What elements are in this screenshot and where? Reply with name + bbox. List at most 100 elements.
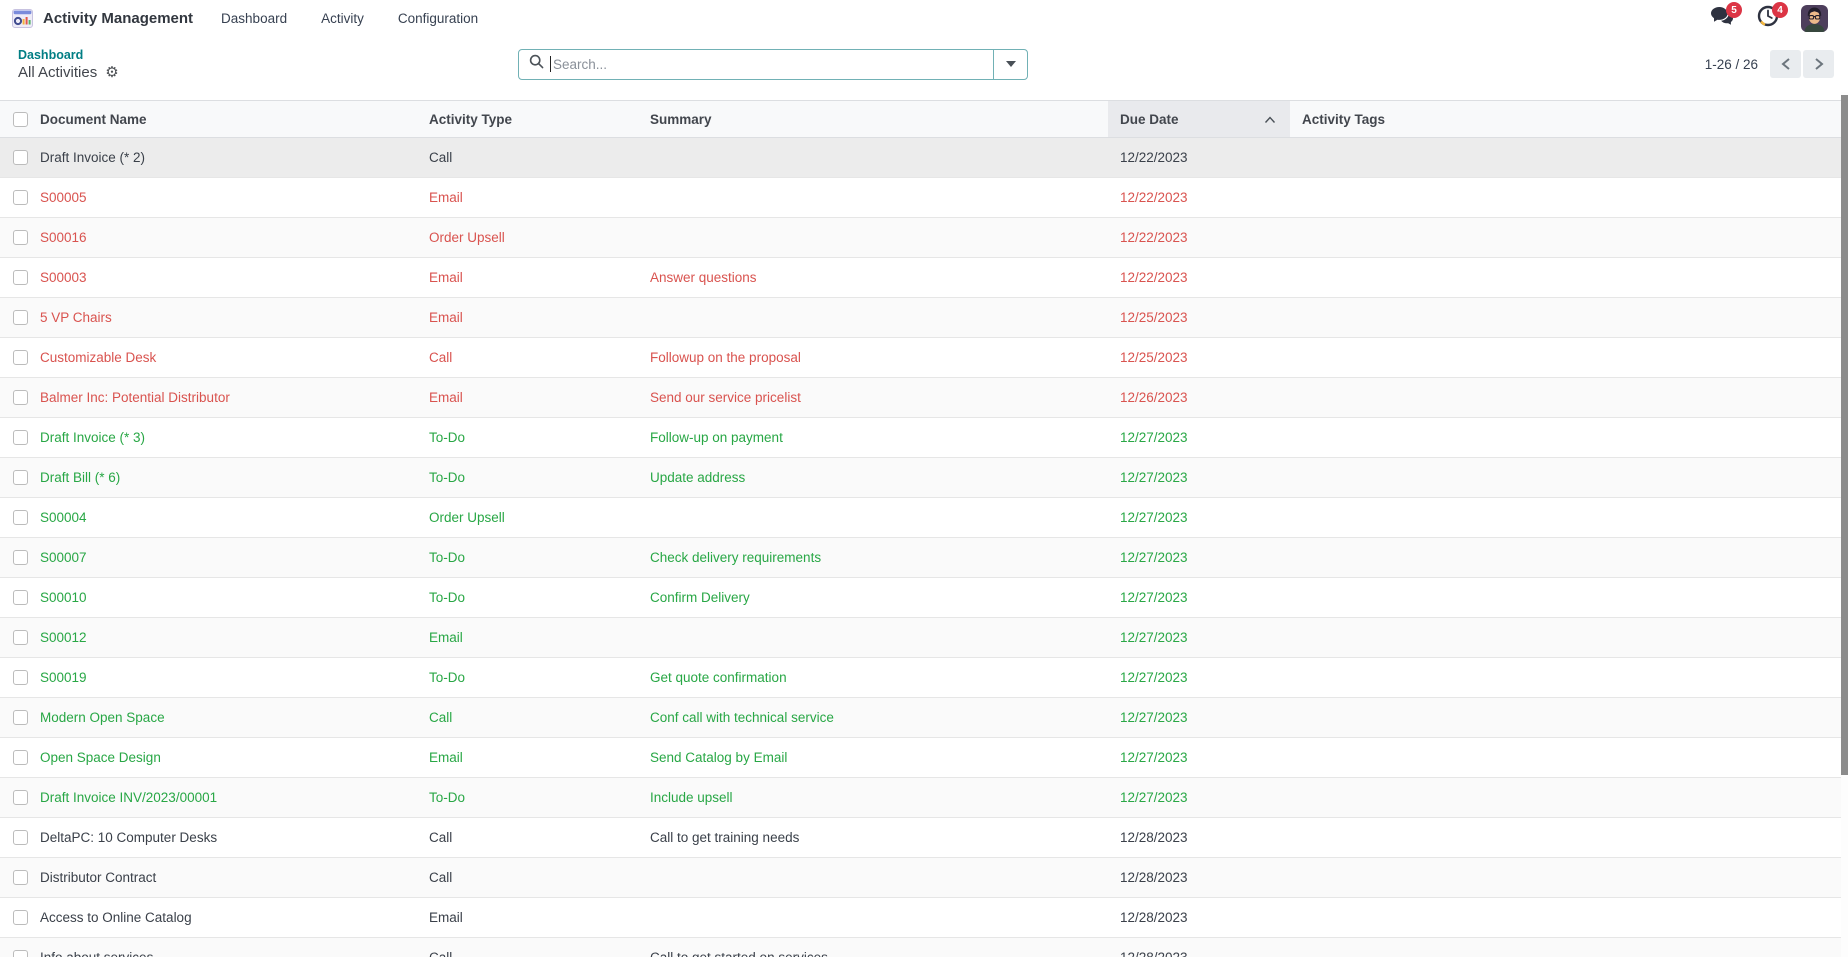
row-checkbox[interactable] xyxy=(12,590,28,605)
column-header-document-name[interactable]: Document Name xyxy=(40,111,147,127)
table-row[interactable]: 5 VP Chairs Email 12/25/2023 xyxy=(0,298,1848,338)
column-header-summary[interactable]: Summary xyxy=(650,111,712,127)
row-checkbox[interactable] xyxy=(12,230,28,245)
activities-badge: 4 xyxy=(1772,2,1788,18)
row-checkbox[interactable] xyxy=(12,670,28,685)
breadcrumb[interactable]: Dashboard xyxy=(18,47,84,62)
cell-summary: Conf call with technical service xyxy=(650,710,834,725)
activities-table: Document Name Activity Type Summary Due … xyxy=(0,100,1848,957)
table-row[interactable]: Distributor Contract Call 12/28/2023 xyxy=(0,858,1848,898)
pager-next-button[interactable] xyxy=(1803,50,1834,78)
menu-item-configuration[interactable]: Configuration xyxy=(397,10,479,26)
top-navbar: Activity Management Dashboard Activity Con… xyxy=(0,0,1848,36)
row-checkbox[interactable] xyxy=(12,750,28,765)
row-checkbox[interactable] xyxy=(12,150,28,165)
cell-due-date: 12/28/2023 xyxy=(1120,830,1188,845)
table-row[interactable]: S00016 Order Upsell 12/22/2023 xyxy=(0,218,1848,258)
cell-document-name: S00010 xyxy=(40,590,87,605)
cell-activity-type: Call xyxy=(429,950,650,957)
cell-activity-type: To-Do xyxy=(429,430,466,445)
row-checkbox[interactable] xyxy=(12,310,28,325)
row-checkbox[interactable] xyxy=(12,870,28,885)
row-checkbox[interactable] xyxy=(12,710,28,725)
column-header-activity-type[interactable]: Activity Type xyxy=(429,111,513,127)
pager-range: 1-26 / 26 xyxy=(1704,56,1758,72)
search-dropdown-button[interactable] xyxy=(993,49,1027,79)
table-row[interactable]: S00012 Email 12/27/2023 xyxy=(0,618,1848,658)
row-checkbox[interactable] xyxy=(12,190,28,205)
cell-document-name: Draft Invoice (* 3) xyxy=(40,430,146,445)
chevron-down-icon xyxy=(1005,61,1016,67)
table-row[interactable]: DeltaPC: 10 Computer Desks Call Call to … xyxy=(0,818,1848,858)
table-row[interactable]: S00019 To-Do Get quote confirmation 12/2… xyxy=(0,658,1848,698)
cell-activity-type: To-Do xyxy=(429,550,466,565)
table-row[interactable]: Customizable Desk Call Followup on the p… xyxy=(0,338,1848,378)
vertical-scrollbar[interactable] xyxy=(1841,92,1848,957)
cell-summary: Followup on the proposal xyxy=(650,350,801,365)
cell-document-name: S00007 xyxy=(40,550,87,565)
cell-activity-type: Email xyxy=(429,630,463,645)
user-avatar[interactable] xyxy=(1801,4,1828,32)
table-row[interactable]: S00010 To-Do Confirm Delivery 12/27/2023 xyxy=(0,578,1848,618)
table-row[interactable]: Draft Invoice INV/2023/00001 To-Do Inclu… xyxy=(0,778,1848,818)
cell-activity-type: To-Do xyxy=(429,590,466,605)
gear-icon[interactable]: ⚙ xyxy=(105,63,119,81)
cell-document-name: S00003 xyxy=(40,270,87,285)
table-row[interactable]: Balmer Inc: Potential Distributor Email … xyxy=(0,378,1848,418)
select-all-checkbox[interactable] xyxy=(12,111,28,127)
table-row[interactable]: S00007 To-Do Check delivery requirements… xyxy=(0,538,1848,578)
cell-activity-type: To-Do xyxy=(429,790,466,805)
cell-due-date: 12/27/2023 xyxy=(1120,550,1188,565)
row-checkbox[interactable] xyxy=(12,270,28,285)
table-row[interactable]: Draft Invoice (* 2) Call 12/22/2023 xyxy=(0,138,1848,178)
cell-document-name: S00016 xyxy=(40,230,87,245)
cell-document-name: Customizable Desk xyxy=(40,350,157,365)
cell-activity-type: Email xyxy=(429,750,463,765)
row-checkbox[interactable] xyxy=(12,430,28,445)
cell-due-date: 12/27/2023 xyxy=(1120,470,1188,485)
row-checkbox[interactable] xyxy=(12,950,28,957)
search-input[interactable] xyxy=(553,49,993,79)
table-row[interactable]: Draft Invoice (* 3) To-Do Follow-up on p… xyxy=(0,418,1848,458)
row-checkbox[interactable] xyxy=(12,550,28,565)
row-checkbox[interactable] xyxy=(12,350,28,365)
column-header-due-date[interactable]: Due Date xyxy=(1108,101,1290,137)
activities-button[interactable]: 4 xyxy=(1755,2,1788,30)
pager-previous-button[interactable] xyxy=(1770,50,1801,78)
row-checkbox[interactable] xyxy=(12,470,28,485)
cell-due-date: 12/22/2023 xyxy=(1120,270,1188,285)
cell-activity-type: Email xyxy=(429,910,463,925)
cell-due-date: 12/27/2023 xyxy=(1120,790,1188,805)
search-bar xyxy=(518,48,1028,80)
row-checkbox[interactable] xyxy=(12,390,28,405)
table-row[interactable]: Draft Bill (* 6) To-Do Update address 12… xyxy=(0,458,1848,498)
cell-document-name: Draft Invoice (* 2) xyxy=(40,150,146,165)
row-checkbox[interactable] xyxy=(12,510,28,525)
cell-activity-type: To-Do xyxy=(429,670,466,685)
cell-document-name: Distributor Contract xyxy=(40,870,157,885)
row-checkbox[interactable] xyxy=(12,910,28,925)
table-row[interactable]: Info about services Call Call to get sta… xyxy=(0,938,1848,957)
cell-summary: Send Catalog by Email xyxy=(650,750,788,765)
row-checkbox[interactable] xyxy=(12,790,28,805)
column-header-activity-tags[interactable]: Activity Tags xyxy=(1302,111,1386,127)
cell-due-date: 12/27/2023 xyxy=(1120,750,1188,765)
table-row[interactable]: S00005 Email 12/22/2023 xyxy=(0,178,1848,218)
row-checkbox[interactable] xyxy=(12,630,28,645)
table-row[interactable]: Open Space Design Email Send Catalog by … xyxy=(0,738,1848,778)
table-row[interactable]: Modern Open Space Call Conf call with te… xyxy=(0,698,1848,738)
search-icon xyxy=(529,54,544,74)
cell-summary: Call to get started on services xyxy=(650,950,1108,957)
menu-item-dashboard[interactable]: Dashboard xyxy=(221,10,288,26)
scrollbar-thumb[interactable] xyxy=(1841,95,1848,775)
table-row[interactable]: S00004 Order Upsell 12/27/2023 xyxy=(0,498,1848,538)
messages-badge: 5 xyxy=(1726,2,1742,18)
app-logo-icon[interactable] xyxy=(12,8,33,28)
messages-button[interactable]: 5 xyxy=(1709,2,1742,30)
cell-due-date: 12/26/2023 xyxy=(1120,390,1188,405)
table-row[interactable]: S00003 Email Answer questions 12/22/2023 xyxy=(0,258,1848,298)
row-checkbox[interactable] xyxy=(12,830,28,845)
cell-summary: Get quote confirmation xyxy=(650,670,787,685)
menu-item-activity[interactable]: Activity xyxy=(321,10,364,26)
table-row[interactable]: Access to Online Catalog Email 12/28/202… xyxy=(0,898,1848,938)
